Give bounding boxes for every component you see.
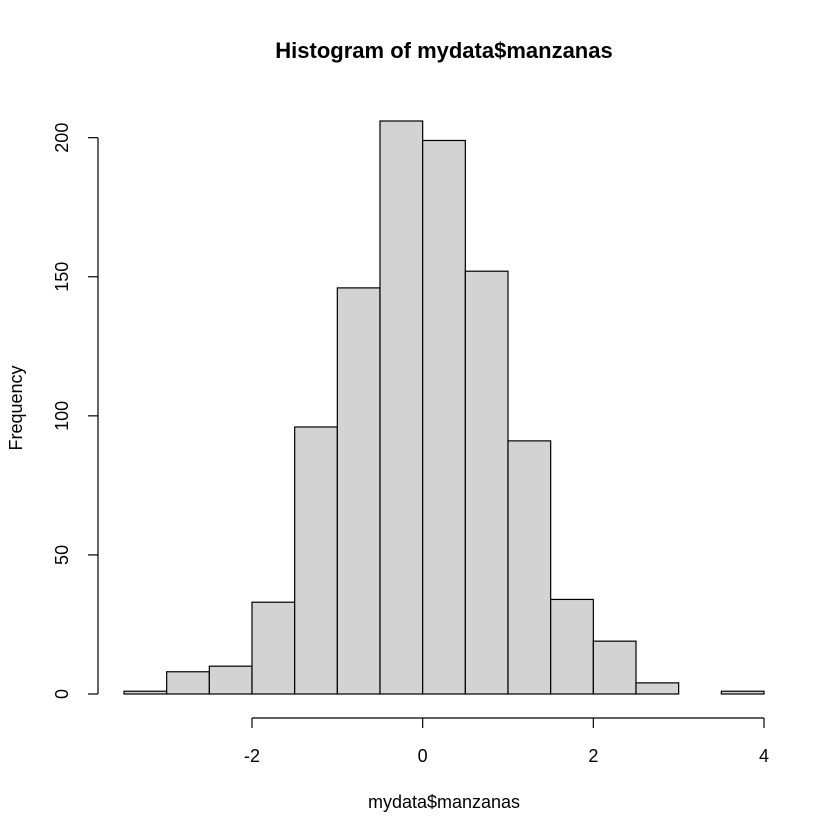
- y-tick-label: 50: [52, 545, 72, 565]
- histogram-bar: [464, 270, 509, 695]
- x-tick-label: 2: [588, 746, 598, 766]
- histogram-bar: [507, 440, 552, 695]
- bars-group: [123, 120, 765, 695]
- histogram-bar: [422, 139, 466, 695]
- y-tick-label: 0: [52, 689, 72, 699]
- x-axis: -2 0 2 4: [244, 717, 769, 766]
- histogram-bar: [294, 426, 338, 695]
- y-tick-label: 150: [52, 262, 72, 292]
- x-tick-label: 0: [418, 746, 428, 766]
- histogram-bar: [251, 601, 296, 695]
- x-axis-label: mydata$manzanas: [368, 792, 520, 812]
- y-axis: 0 50 100 150 200: [52, 123, 99, 699]
- histogram-bar: [123, 690, 168, 695]
- y-tick-label: 100: [52, 401, 72, 431]
- histogram-bar: [550, 598, 594, 695]
- y-axis-label: Frequency: [6, 365, 26, 450]
- histogram-bar: [166, 671, 210, 695]
- x-tick-label: 4: [759, 746, 769, 766]
- histogram-bar: [336, 287, 381, 695]
- histogram-bar: [379, 120, 424, 695]
- histogram-bar: [208, 665, 253, 695]
- histogram-bar: [635, 682, 680, 695]
- y-tick-label: 200: [52, 123, 72, 153]
- chart-title: Histogram of mydata$manzanas: [275, 38, 612, 63]
- histogram-bar: [720, 690, 765, 695]
- x-tick-label: -2: [244, 746, 260, 766]
- histogram-bar: [592, 640, 637, 695]
